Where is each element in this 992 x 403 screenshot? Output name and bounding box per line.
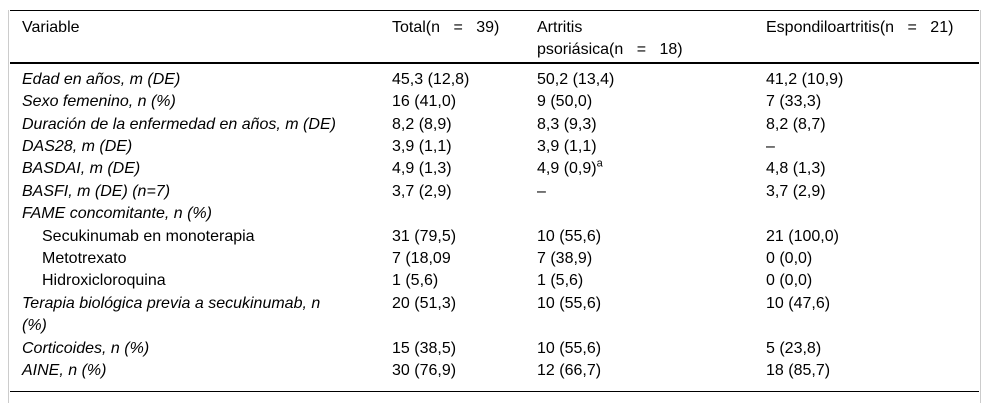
cell-espondiloartritis: 4,8 (1,3) [766,160,826,178]
table-row-hidroxicloroquina: Hidroxicloroquina 1 (5,6) 1 (5,6) 0 (0,0… [10,270,979,292]
row-label: Terapia biológica previa a secukinumab, … [10,293,392,338]
cell-psoriasica: 3,9 (1,1) [537,138,597,156]
table-row-edad: Edad en años, m (DE) 45,3 (12,8) 50,2 (1… [10,63,979,91]
cell-espondiloartritis: 41,2 (10,9) [766,70,844,88]
paper-table-page: Variable Total(n = 39) Artritis psoriási… [8,9,981,403]
row-label: BASFI, m (DE) (n=7) [22,182,171,200]
cell-total: 30 (76,9) [392,360,537,392]
cell-psoriasica: 10 (55,6) [537,294,602,312]
row-label-line1: Terapia biológica previa a secukinumab, … [22,294,321,312]
row-label: BASDAI, m (DE) [22,160,141,178]
cell-total: 16 (41,0) [392,93,457,111]
header-artritis-psoriasica: Artritis psoriásica(n = 18) [537,9,766,64]
table-row-duracion: Duración de la enfermedad en años, m (DE… [10,114,979,136]
cell-total: 3,7 (2,9) [392,182,452,200]
cell-total: 15 (38,5) [392,339,457,357]
cell-psoriasica: 1 (5,6) [537,272,584,290]
table-row-fame: FAME concomitante, n (%) [10,203,979,225]
cell-espondiloartritis: – [766,138,775,156]
row-label: Secukinumab en monoterapia [42,227,255,245]
cell-total: 45,3 (12,8) [392,70,470,88]
table-row-basdai: BASDAI, m (DE) 4,9 (1,3) 4,9 (0,9)a 4,8 … [10,158,979,180]
cell-total: 4,9 (1,3) [392,160,452,178]
cell-espondiloartritis: 10 (47,6) [766,294,831,312]
cell-espondiloartritis: 7 (33,3) [766,93,822,111]
header-row: Variable Total(n = 39) Artritis psoriási… [10,9,979,64]
row-label: AINE, n (%) [10,360,392,392]
row-label: Duración de la enfermedad en años, m (DE… [22,115,336,133]
cell-espondiloartritis: 8,2 (8,7) [766,115,826,133]
cell-espondiloartritis: 18 (85,7) [766,360,979,392]
cell-total: 1 (5,6) [392,272,439,290]
header-espondiloartritis: Espondiloartritis(n = 21) [766,9,979,64]
row-label-line2: (%) [22,317,47,335]
header-total: Total(n = 39) [392,9,537,64]
cell-psoriasica: 7 (38,9) [537,250,593,268]
cell-psoriasica: – [537,182,546,200]
table-row-das28: DAS28, m (DE) 3,9 (1,1) 3,9 (1,1) – [10,136,979,158]
cell-total: 31 (79,5) [392,227,457,245]
row-label: FAME concomitante, n (%) [22,205,212,223]
cell-espondiloartritis: 0 (0,0) [766,250,813,268]
row-label: Sexo femenino, n (%) [22,93,176,111]
cell-psoriasica: 9 (50,0) [537,93,593,111]
cell-psoriasica [537,203,766,225]
cell-espondiloartritis: 3,7 (2,9) [766,182,826,200]
cell-psoriasica: 4,9 (0,9)a [537,158,766,180]
clinical-characteristics-table: Variable Total(n = 39) Artritis psoriási… [10,9,979,392]
cell-total [392,203,537,225]
cell-total: 20 (51,3) [392,294,457,312]
cell-psoriasica: 12 (66,7) [537,360,766,392]
table-row-basfi: BASFI, m (DE) (n=7) 3,7 (2,9) – 3,7 (2,9… [10,181,979,203]
cell-total: 3,9 (1,1) [392,138,452,156]
header-artritis-psoriasica-line1: Artritis [537,19,583,36]
row-label: Metotrexato [42,250,127,268]
row-label: Edad en años, m (DE) [22,70,181,88]
header-artritis-psoriasica-line2: psoriásica(n = 18) [537,41,683,59]
cell-espondiloartritis: 0 (0,0) [766,272,813,290]
cell-espondiloartritis: 21 (100,0) [766,227,839,245]
cell-total: 7 (18,09 [392,250,451,268]
cell-psoriasica: 8,3 (9,3) [537,115,597,133]
row-label: Corticoides, n (%) [22,339,150,357]
cell-total: 8,2 (8,9) [392,115,452,133]
table-row-secukinumab-monoterapia: Secukinumab en monoterapia 31 (79,5) 10 … [10,226,979,248]
table-row-metotrexato: Metotrexato 7 (18,09 7 (38,9) 0 (0,0) [10,248,979,270]
cell-psoriasica: 10 (55,6) [537,227,602,245]
cell-espondiloartritis [766,203,979,225]
header-variable: Variable [10,9,392,64]
row-label: DAS28, m (DE) [22,138,133,156]
cell-psoriasica: 50,2 (13,4) [537,70,615,88]
table-row-terapia-biologica: Terapia biológica previa a secukinumab, … [10,293,979,338]
table-row-corticoides: Corticoides, n (%) 15 (38,5) 10 (55,6) 5… [10,338,979,360]
row-label: Hidroxicloroquina [42,272,166,290]
footnote-marker: a [596,158,603,171]
table-row-sexo: Sexo femenino, n (%) 16 (41,0) 9 (50,0) … [10,91,979,113]
cell-value: 4,9 (0,9) [537,160,597,178]
table-row-aine: AINE, n (%) 30 (76,9) 12 (66,7) 18 (85,7… [10,360,979,392]
cell-psoriasica: 10 (55,6) [537,339,602,357]
cell-espondiloartritis: 5 (23,8) [766,339,822,357]
